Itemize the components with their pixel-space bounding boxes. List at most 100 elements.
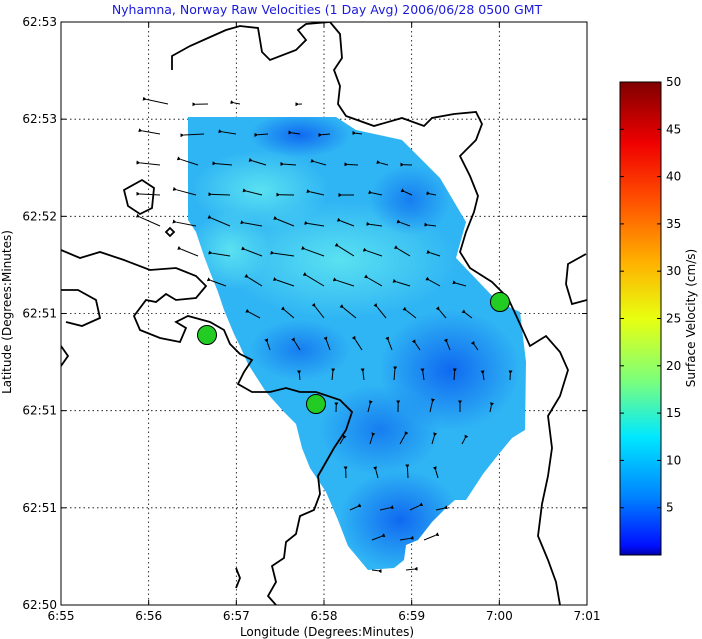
velocity-arrow	[310, 158, 327, 166]
chart-title: Nyhamna, Norway Raw Velocities (1 Day Av…	[112, 2, 543, 17]
velocity-arrow	[425, 276, 441, 287]
velocity-arrow	[254, 132, 269, 137]
coastline-northeast	[565, 253, 587, 306]
coastline-south-islet	[235, 567, 241, 589]
colorbar-tick-label: 10	[666, 453, 681, 467]
velocity-arrow	[280, 306, 295, 319]
velocity-arrow	[206, 277, 227, 287]
velocity-arrow	[360, 368, 365, 381]
velocity-arrow	[306, 189, 325, 196]
velocity-arrow	[339, 304, 357, 319]
y-tick-label: 62:53	[22, 15, 57, 29]
velocity-arrow	[393, 366, 398, 381]
velocity-arrow	[351, 335, 363, 351]
velocity-arrow	[409, 502, 424, 511]
velocity-arrow	[470, 340, 479, 351]
station-marker	[490, 292, 510, 312]
velocity-arrow	[399, 431, 409, 445]
velocity-arrow	[364, 274, 383, 287]
velocity-arrow	[302, 272, 325, 287]
velocity-arrow	[461, 309, 473, 319]
colorbar: 5 10 15 20 25 30 35 40 45 50 Surface Velocity (cm…	[619, 75, 698, 556]
velocity-arrow	[396, 219, 411, 227]
colorbar-tick-label: 25	[666, 312, 681, 326]
y-tick-label: 62:53	[22, 112, 57, 126]
velocity-arrow	[366, 221, 383, 227]
velocity-arrow	[136, 160, 161, 166]
velocity-arrow	[352, 130, 363, 135]
field-fast-edge	[190, 210, 270, 290]
velocity-arrow	[142, 96, 169, 105]
colorbar-tick-label: 50	[666, 75, 681, 89]
velocity-arrow	[301, 246, 325, 257]
field-fast-west	[190, 150, 330, 230]
velocity-arrow	[369, 432, 376, 445]
velocity-arrow	[426, 191, 437, 196]
velocity-arrow	[376, 160, 389, 166]
velocity-arrow	[373, 303, 387, 319]
velocity-arrow	[180, 133, 205, 138]
velocity-arrow	[461, 434, 469, 445]
coastline-islet	[164, 226, 176, 238]
velocity-arrow	[393, 245, 411, 257]
velocity-arrow	[240, 220, 263, 227]
x-tick-label: 7:00	[486, 609, 513, 623]
coastline-southwest	[61, 289, 102, 327]
velocity-arrow	[207, 214, 231, 227]
velocity-arrow	[392, 278, 411, 287]
colorbar-tick-label: 35	[666, 217, 681, 231]
velocity-arrow	[480, 370, 485, 381]
velocity-arrow	[270, 250, 295, 257]
x-axis: 6:55 6:56 6:57 6:58 6:59 7:00 7:01	[48, 22, 600, 623]
velocity-arrow	[371, 533, 386, 541]
station-marker	[306, 394, 326, 414]
colorbar-scale	[619, 81, 662, 556]
velocity-arrow	[411, 339, 421, 351]
velocity-arrow	[177, 246, 199, 257]
x-tick-label: 6:55	[48, 609, 75, 623]
velocity-arrow	[311, 302, 325, 319]
x-tick-label: 6:58	[311, 609, 338, 623]
velocity-arrow	[426, 249, 441, 257]
velocity-arrows	[135, 96, 513, 574]
coastline-island-west	[122, 178, 155, 216]
velocity-arrow	[241, 246, 263, 257]
x-tick-label: 6:59	[398, 609, 425, 623]
coastline-north	[171, 22, 569, 605]
velocity-arrow	[371, 569, 382, 574]
velocity-arrow	[172, 186, 197, 196]
velocity-arrow	[332, 277, 355, 287]
velocity-arrow	[373, 466, 379, 479]
colorbar-ticks: 5 10 15 20 25 30 35 40 45 50	[620, 75, 681, 515]
colorbar-label: Surface Velocity (cm/s)	[684, 249, 698, 387]
velocity-arrow	[135, 213, 161, 227]
y-tick-label: 62:50	[22, 598, 57, 612]
y-axis-label: Latitude (Degrees:Minutes)	[0, 230, 14, 394]
velocity-arrow	[304, 220, 325, 227]
velocity-arrow	[344, 162, 359, 167]
velocity-arrow	[291, 337, 301, 351]
velocity-arrow	[367, 400, 373, 413]
velocity-arrow	[379, 505, 394, 511]
velocity-arrow	[280, 161, 297, 166]
velocity-arrow	[334, 242, 355, 257]
y-axis: 62:53 62:53 62:52 62:51 62:51 62:51 62:50	[22, 15, 587, 612]
velocity-arrow	[297, 370, 301, 381]
velocity-arrow	[272, 277, 295, 287]
colorbar-tick-label: 20	[666, 359, 681, 373]
velocity-arrow	[244, 273, 263, 287]
colorbar-tick-label: 5	[666, 501, 674, 515]
velocity-arrow	[400, 188, 413, 196]
velocity-arrow	[273, 216, 295, 227]
velocity-arrow	[136, 191, 161, 196]
velocity-arrow	[385, 336, 393, 351]
velocity-arrow	[435, 505, 448, 511]
velocity-arrow	[399, 535, 414, 541]
stations	[197, 292, 510, 414]
velocity-arrow	[405, 464, 410, 479]
velocity-arrow	[402, 306, 417, 319]
velocity-arrow	[423, 532, 440, 541]
velocity-arrow	[435, 306, 447, 319]
station-marker	[197, 325, 217, 345]
